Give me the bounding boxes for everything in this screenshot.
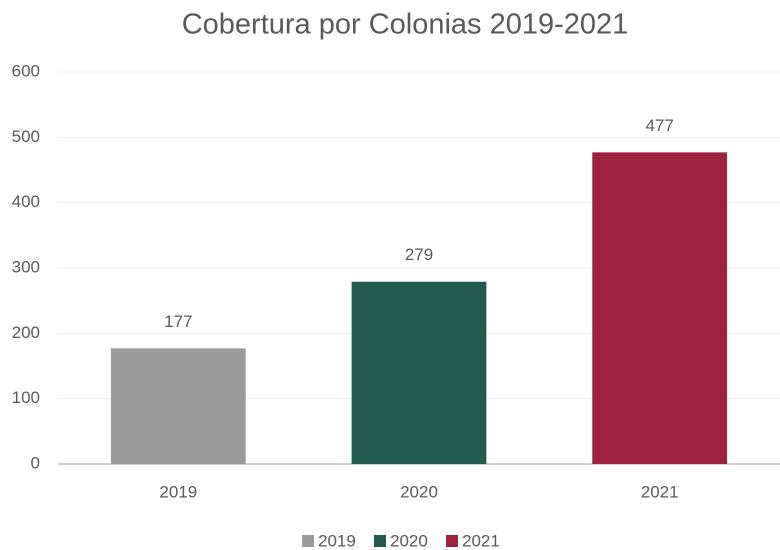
legend-swatch xyxy=(302,535,314,547)
bar xyxy=(110,348,246,464)
legend-label: 2019 xyxy=(318,531,356,550)
y-tick-label: 200 xyxy=(12,323,40,342)
legend-label: 2020 xyxy=(390,531,428,550)
bar xyxy=(351,281,487,464)
y-tick-label: 300 xyxy=(12,257,40,276)
chart-title: Cobertura por Colonias 2019-2021 xyxy=(182,9,629,41)
legend-label: 2021 xyxy=(462,531,500,550)
data-label: 477 xyxy=(645,116,673,135)
y-tick-label: 100 xyxy=(12,388,40,407)
x-tick-label: 2020 xyxy=(400,482,438,501)
data-label: 279 xyxy=(405,245,433,264)
data-label: 177 xyxy=(164,312,192,331)
y-tick-label: 0 xyxy=(31,453,40,472)
y-tick-label: 500 xyxy=(12,127,40,146)
bar xyxy=(592,152,728,465)
y-tick-label: 600 xyxy=(12,61,40,80)
x-tick-label: 2019 xyxy=(159,482,197,501)
legend-swatch xyxy=(374,535,386,547)
x-tick-label: 2021 xyxy=(641,482,679,501)
y-tick-label: 400 xyxy=(12,192,40,211)
legend-swatch xyxy=(446,535,458,547)
